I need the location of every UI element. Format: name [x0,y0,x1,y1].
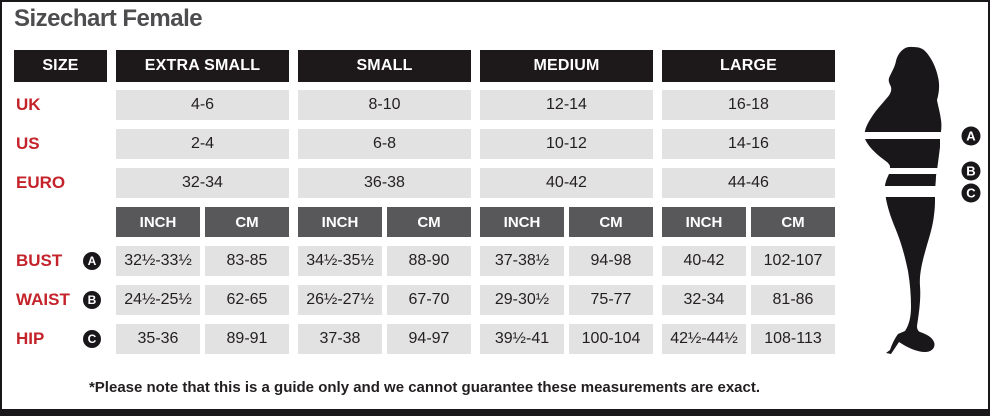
page-title: Sizechart Female [14,5,203,32]
footnote: *Please note that this is a guide only a… [88,379,761,396]
unit-header-spacer [14,207,107,237]
cell-waist-m-inch: 29-30½ [480,285,564,315]
cell-bust-xs-inch: 32½-33½ [116,246,200,276]
row-label-bust: BUST A [14,246,107,276]
row-label-us: US [16,134,40,153]
unit-header-inch: INCH [116,207,200,237]
cell-us-large: 14-16 [662,129,835,159]
cell-bust-m-inch: 37-38½ [480,246,564,276]
figure-marker-b-label: B [966,164,975,179]
figure-marker-a: A [961,126,981,146]
marker-c-badge: C [83,330,101,348]
table-row-bust: BUST A 32½-33½ 83-85 34½-35½ 88-90 37-38… [14,246,835,276]
cell-bust-xs-cm: 83-85 [205,246,289,276]
cell-bust-s-inch: 34½-35½ [298,246,382,276]
waist-label: WAIST [16,290,70,309]
cell-waist-l-cm: 81-86 [751,285,835,315]
cell-hip-xs-cm: 89-91 [205,324,289,354]
waist-cut-line [872,168,952,174]
unit-header-cm: CM [569,207,653,237]
hip-cut-line [870,186,952,197]
cell-uk-extra-small: 4-6 [116,90,289,120]
cell-hip-m-cm: 100-104 [569,324,653,354]
table-row-hip: HIP C 35-36 89-91 37-38 94-97 39½-41 100… [14,324,835,354]
row-label-euro: EURO [16,173,66,192]
figure-marker-a-label: A [966,129,976,144]
cell-uk-small: 8-10 [298,90,471,120]
cell-hip-l-cm: 108-113 [751,324,835,354]
cell-us-medium: 10-12 [480,129,653,159]
cell-waist-xs-inch: 24½-25½ [116,285,200,315]
unit-header-row: INCH CM INCH CM INCH CM INCH CM [14,207,835,237]
female-silhouette-shape [864,46,942,354]
cell-hip-m-inch: 39½-41 [480,324,564,354]
unit-header-inch: INCH [298,207,382,237]
row-label-waist: WAIST B [14,285,107,315]
table-row-euro: EURO 32-34 36-38 40-42 44-46 [14,168,835,198]
unit-header-cm: CM [751,207,835,237]
cell-waist-s-inch: 26½-27½ [298,285,382,315]
cell-us-extra-small: 2-4 [116,129,289,159]
table-row-us: US 2-4 6-8 10-12 14-16 [14,129,835,159]
row-label-uk: UK [16,95,41,114]
table-row-uk: UK 4-6 8-10 12-14 16-18 [14,90,835,120]
marker-b-badge: B [83,291,101,309]
figure-marker-c: C [961,183,981,203]
table-header-row: SIZE EXTRA SMALL SMALL MEDIUM LARGE [14,50,835,82]
cell-waist-l-inch: 32-34 [662,285,746,315]
bust-cut-line [856,132,952,139]
cell-bust-m-cm: 94-98 [569,246,653,276]
table-row-waist: WAIST B 24½-25½ 62-65 26½-27½ 67-70 29-3… [14,285,835,315]
cell-waist-m-cm: 75-77 [569,285,653,315]
cell-waist-s-cm: 67-70 [387,285,471,315]
female-silhouette: A B C [856,46,981,354]
cell-uk-medium: 12-14 [480,90,653,120]
column-header-medium: MEDIUM [480,50,653,82]
cell-hip-s-inch: 37-38 [298,324,382,354]
cell-euro-medium: 40-42 [480,168,653,198]
figure-marker-b: B [961,161,981,181]
figure-marker-c-label: C [966,186,976,201]
cell-hip-l-inch: 42½-44½ [662,324,746,354]
cell-bust-l-cm: 102-107 [751,246,835,276]
column-header-small: SMALL [298,50,471,82]
bust-label: BUST [16,251,63,270]
hip-label: HIP [16,329,45,348]
cell-hip-s-cm: 94-97 [387,324,471,354]
unit-header-inch: INCH [662,207,746,237]
unit-header-cm: CM [387,207,471,237]
cell-euro-large: 44-46 [662,168,835,198]
cell-bust-s-cm: 88-90 [387,246,471,276]
cell-euro-extra-small: 32-34 [116,168,289,198]
column-header-large: LARGE [662,50,835,82]
size-table: SIZE EXTRA SMALL SMALL MEDIUM LARGE UK 4… [14,50,835,363]
cell-uk-large: 16-18 [662,90,835,120]
column-header-extra-small: EXTRA SMALL [116,50,289,82]
marker-a-badge: A [83,252,101,270]
size-column-header: SIZE [14,50,107,82]
row-label-hip: HIP C [14,324,107,354]
cell-euro-small: 36-38 [298,168,471,198]
cell-us-small: 6-8 [298,129,471,159]
cell-waist-xs-cm: 62-65 [205,285,289,315]
cell-hip-xs-inch: 35-36 [116,324,200,354]
cell-bust-l-inch: 40-42 [662,246,746,276]
unit-header-inch: INCH [480,207,564,237]
unit-header-cm: CM [205,207,289,237]
